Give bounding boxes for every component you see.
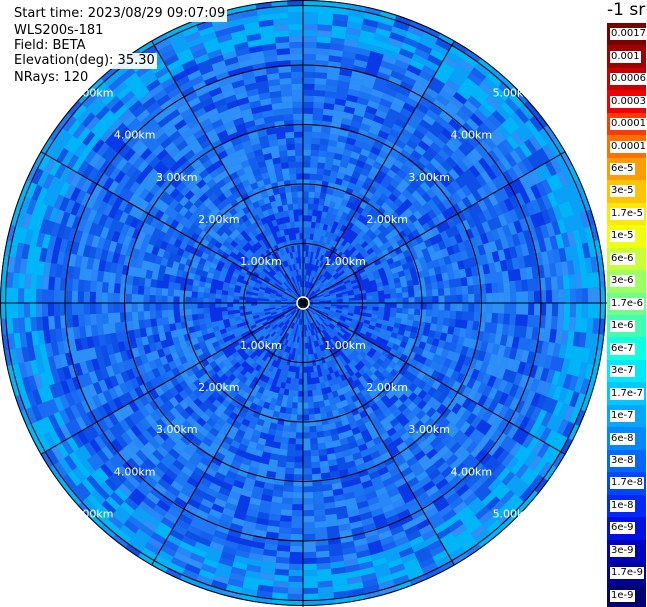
- colorbar-tick-label: 6e-7: [610, 342, 635, 355]
- range-ring-label: 4.00km: [114, 129, 156, 142]
- colorbar-tick-label: 3e-6: [610, 275, 635, 288]
- range-ring-label: 4.00km: [114, 465, 156, 478]
- range-ring-label: 1.00km: [324, 255, 366, 268]
- azimuth-spoke: [302, 40, 455, 304]
- range-ring-label: 3.00km: [156, 171, 198, 184]
- azimuth-spoke: [40, 302, 304, 455]
- data-gate-group: [42, 45, 557, 565]
- colorbar-tick-label: 1e-9: [610, 589, 635, 602]
- colorbar-tick-label: 1.7e-7: [610, 387, 645, 400]
- colorbar-tick-label: 1e-7: [610, 410, 635, 423]
- colorbar-title: -1 sr: [607, 0, 646, 20]
- field-label: Field: BETA: [12, 38, 88, 54]
- data-gate-group: [43, 42, 565, 561]
- range-ring-label: 2.00km: [198, 213, 240, 226]
- azimuth-spoke: [151, 302, 304, 566]
- colorbar-tick-label: 1.7e-6: [610, 297, 645, 310]
- azimuth-spoke: [302, 302, 566, 455]
- azimuth-spoke: [40, 151, 304, 304]
- data-gate-group: [15, 23, 606, 600]
- range-ring-label: 3.00km: [408, 171, 450, 184]
- colorbar: 0.0017 0.001 0.0006 0.0003 0.00017 0.0001 6e-5…: [607, 23, 647, 607]
- data-gate-group: [209, 209, 397, 397]
- range-ring-label: 1.00km: [240, 255, 282, 268]
- colorbar-tick-label: 0.0017: [610, 28, 647, 41]
- data-sectors: [0, 0, 606, 606]
- colorbar-tick-label: 0.001: [610, 50, 641, 63]
- colorbar-tick-label: 6e-8: [610, 432, 635, 445]
- data-gate-group: [6, 9, 590, 581]
- range-ring-label: 3.00km: [156, 423, 198, 436]
- colorbar-tick-label: 0.0001: [610, 140, 647, 153]
- data-gate-group: [1, 13, 596, 599]
- colorbar-tick-label: 6e-6: [610, 252, 635, 265]
- range-ring-label: 2.00km: [198, 381, 240, 394]
- data-gate-group: [209, 209, 397, 397]
- azimuth-spoke: [151, 40, 304, 304]
- nrays-label: NRays: 120: [12, 70, 91, 86]
- azimuth-spoke: [302, 151, 566, 304]
- range-ring-label: 1.00km: [240, 339, 282, 352]
- colorbar-tick-label: 1e-8: [610, 499, 635, 512]
- range-ring-label: 5.00km: [72, 507, 114, 520]
- colorbar-tick-label: 1e-5: [610, 230, 635, 243]
- colorbar-tick-label: 3e-7: [610, 365, 635, 378]
- colorbar-tick-label: 1.7e-8: [610, 477, 645, 490]
- elevation-label: Elevation(deg): 35.30: [12, 53, 157, 69]
- range-ring-label: 3.00km: [408, 423, 450, 436]
- azimuth-spoke: [302, 302, 455, 566]
- colorbar-tick-label: 1.7e-5: [610, 207, 645, 220]
- colorbar-tick-label: 1.7e-9: [610, 567, 645, 580]
- range-ring-labels: 1.00km 1.00km 1.00km 1.00km 2.00km 2.00km 2.00…: [72, 87, 534, 521]
- range-ring-label: 4.00km: [451, 465, 493, 478]
- range-ring-label: 2.00km: [366, 381, 408, 394]
- colorbar-tick-label: 3e-5: [610, 185, 635, 198]
- start-time-label: Start time: 2023/08/29 09:07:09: [12, 6, 228, 22]
- range-ring-label: 1.00km: [324, 339, 366, 352]
- range-ring-label: 5.00km: [72, 87, 114, 100]
- colorbar-tick-label: 6e-5: [610, 163, 635, 175]
- colorbar-tick-label: 0.0006: [610, 73, 647, 86]
- colorbar-tick-label: 3e-9: [610, 544, 635, 557]
- colorbar-tick-label: 3e-8: [610, 455, 635, 467]
- instrument-label: WLS200s-181: [12, 23, 106, 39]
- radar-center-marker: [296, 296, 310, 310]
- colorbar-tick-label: 6e-9: [610, 522, 635, 535]
- data-gate-group: [211, 209, 397, 397]
- colorbar-tick-label: 1e-6: [610, 320, 635, 333]
- colorbar-tick-label: 0.0003: [610, 95, 647, 108]
- range-ring-label: 5.00km: [493, 87, 535, 100]
- range-ring-label: 2.00km: [366, 213, 408, 226]
- range-ring-label: 5.00km: [493, 507, 535, 520]
- range-ring-label: 4.00km: [451, 129, 493, 142]
- ppi-plot: 1.00km 1.00km 1.00km 1.00km 2.00km 2.00km 2.00…: [0, 0, 607, 607]
- colorbar-tick-label: 0.00017: [610, 118, 647, 131]
